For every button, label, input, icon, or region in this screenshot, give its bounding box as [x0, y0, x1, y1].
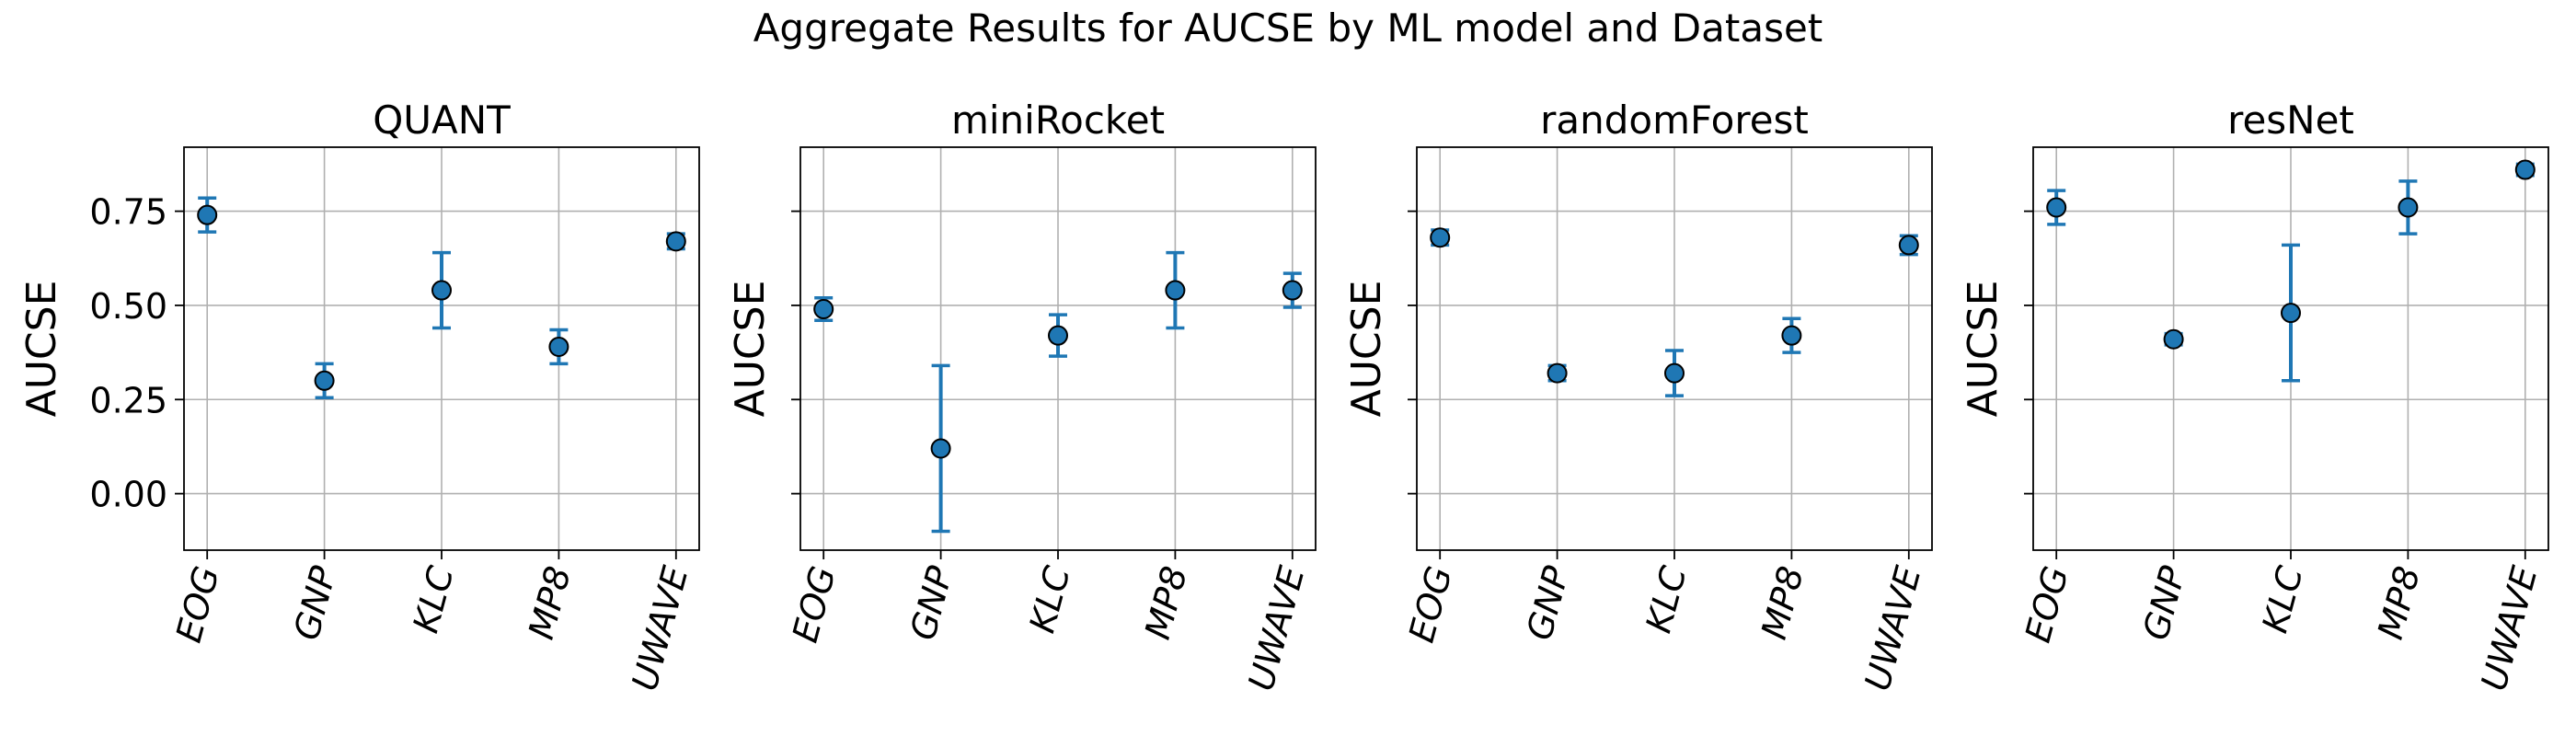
data-point-uwave — [1898, 235, 1919, 256]
data-point-eog — [1430, 227, 1451, 248]
y-tick-label: 0.75 — [89, 192, 167, 233]
data-point-klc — [431, 280, 452, 301]
data-point-uwave — [2514, 159, 2536, 180]
y-tick-label: 0.00 — [89, 475, 167, 515]
data-point-gnp — [314, 370, 335, 391]
y-tick-label: 0.50 — [89, 286, 167, 327]
axes-frame — [1416, 146, 1933, 551]
data-point-mp8 — [1781, 325, 1802, 346]
panel-title: miniRocket — [951, 98, 1165, 143]
data-point-mp8 — [2398, 197, 2419, 218]
y-axis-label: AUCSE — [1960, 281, 2007, 418]
data-point-klc — [1664, 362, 1685, 384]
data-point-uwave — [1282, 280, 1303, 301]
panel-title: resNet — [2227, 98, 2354, 143]
data-point-mp8 — [1165, 280, 1186, 301]
figure-title: Aggregate Results for AUCSE by ML model … — [753, 6, 1823, 51]
data-point-gnp — [2163, 328, 2184, 350]
axes-frame — [183, 146, 700, 551]
data-point-gnp — [930, 438, 951, 459]
y-tick-label: 0.25 — [89, 380, 167, 420]
data-point-klc — [1048, 325, 1068, 346]
data-point-eog — [813, 299, 834, 320]
axes-frame — [2032, 146, 2549, 551]
data-point-gnp — [1547, 362, 1568, 384]
data-point-mp8 — [548, 336, 569, 357]
data-point-eog — [197, 204, 218, 225]
data-point-uwave — [665, 231, 686, 252]
axes-frame — [799, 146, 1317, 551]
panel-title: randomForest — [1540, 98, 1809, 143]
data-point-eog — [2046, 197, 2067, 218]
y-axis-label: AUCSE — [1343, 281, 1390, 418]
panel-title: QUANT — [373, 98, 511, 143]
data-point-klc — [2281, 303, 2301, 324]
y-axis-label: AUCSE — [18, 281, 65, 418]
y-axis-label: AUCSE — [727, 281, 774, 418]
